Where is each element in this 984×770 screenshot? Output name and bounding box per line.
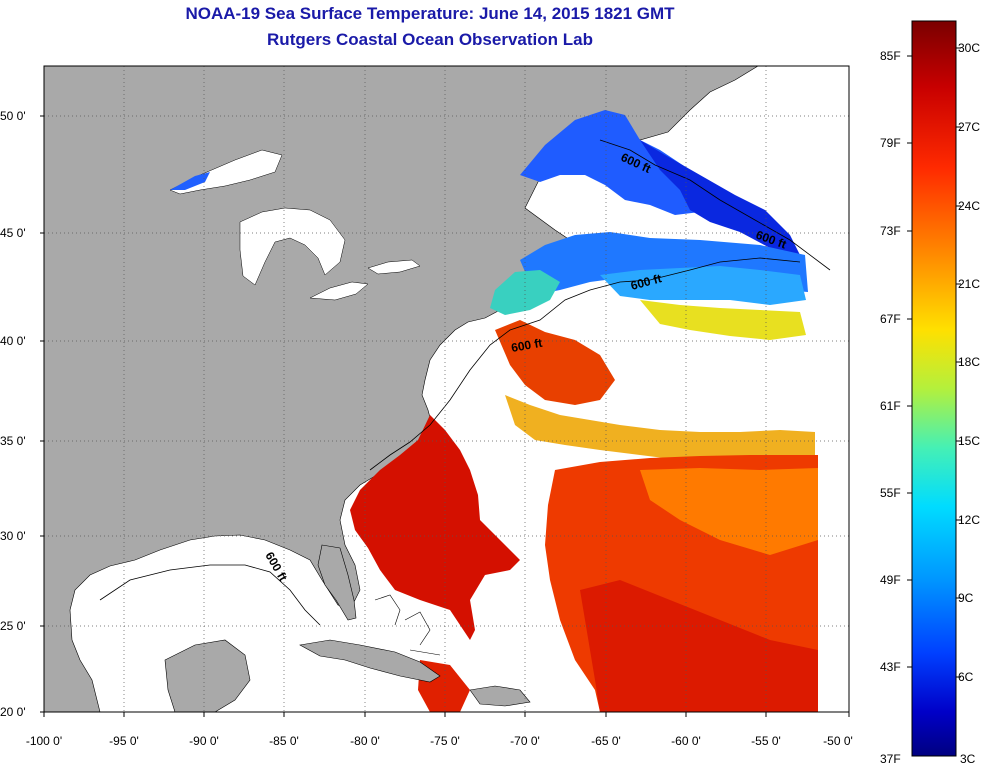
sst-grand-banks bbox=[640, 140, 800, 255]
lake-superior-cold bbox=[170, 172, 210, 190]
lon-label-55: -55 0' bbox=[751, 734, 781, 748]
sst-southeast-orange bbox=[640, 468, 818, 555]
colorbar-c-24: 24C bbox=[958, 199, 980, 213]
colorbar-f-61: 61F bbox=[880, 399, 901, 413]
lat-label-50: 50 0' bbox=[0, 109, 26, 123]
lon-label-65: -65 0' bbox=[591, 734, 621, 748]
colorbar bbox=[911, 20, 957, 757]
colorbar-f-73: 73F bbox=[880, 224, 901, 238]
colorbar-f-79: 79F bbox=[880, 136, 901, 150]
lat-label-40: 40 0' bbox=[0, 334, 26, 348]
sst-midatlantic-yellow bbox=[505, 395, 815, 470]
colorbar-c-3: 3C bbox=[960, 752, 976, 766]
sst-slope-yellow bbox=[640, 300, 806, 340]
colorbar-c-12: 12C bbox=[958, 513, 980, 527]
colorbar-ticks bbox=[907, 47, 961, 678]
lake-ontario bbox=[367, 259, 421, 275]
map-frame bbox=[43, 65, 850, 713]
lon-label-80: -80 0' bbox=[350, 734, 380, 748]
lon-label-100: -100 0' bbox=[26, 734, 62, 748]
map-subtitle: Rutgers Coastal Ocean Observation Lab bbox=[267, 30, 593, 49]
lon-label-70: -70 0' bbox=[510, 734, 540, 748]
lat-label-45: 45 0' bbox=[0, 226, 26, 240]
contour-label-4: 600 ft bbox=[510, 336, 543, 355]
colorbar-c-18: 18C bbox=[958, 355, 980, 369]
contour-600ft-gulf bbox=[99, 564, 321, 626]
axis-ticks bbox=[40, 115, 850, 717]
colorbar-c-27: 27C bbox=[958, 120, 980, 134]
map-layers bbox=[44, 66, 831, 712]
lon-label-75: -75 0' bbox=[430, 734, 460, 748]
colorbar-c-6: 6C bbox=[958, 670, 974, 684]
land-cuba bbox=[299, 639, 441, 683]
sst-south-warm-red bbox=[580, 580, 818, 712]
land-bahamas bbox=[374, 594, 441, 656]
sst-scotian-shelf-cool bbox=[600, 266, 806, 305]
land-yucatan bbox=[164, 639, 251, 712]
colorbar-f-37: 37F bbox=[880, 752, 901, 766]
colorbar-c-30: 30C bbox=[958, 41, 980, 55]
lon-label-90: -90 0' bbox=[189, 734, 219, 748]
lat-label-25: 25 0' bbox=[0, 619, 26, 633]
lon-label-95: -95 0' bbox=[109, 734, 139, 748]
colorbar-f-43: 43F bbox=[880, 660, 901, 674]
lat-label-30: 30 0' bbox=[0, 529, 26, 543]
sst-st-lawrence bbox=[520, 110, 710, 215]
colorbar-c-21: 21C bbox=[958, 277, 980, 291]
sst-gulf-maine bbox=[490, 270, 560, 315]
lat-label-20: 20 0' bbox=[0, 705, 26, 719]
sst-southeast-shelf bbox=[350, 415, 520, 640]
lake-erie bbox=[309, 281, 369, 301]
contour-600ft-north bbox=[599, 139, 831, 271]
colorbar-c-15: 15C bbox=[958, 434, 980, 448]
map-title: NOAA-19 Sea Surface Temperature: June 14… bbox=[185, 4, 675, 23]
colorbar-f-85: 85F bbox=[880, 49, 901, 63]
colorbar-c-9: 9C bbox=[958, 591, 974, 605]
land-florida bbox=[317, 544, 357, 621]
colorbar-f-55: 55F bbox=[880, 486, 901, 500]
colorbar-f-49: 49F bbox=[880, 573, 901, 587]
lat-label-35: 35 0' bbox=[0, 434, 26, 448]
lon-label-50: -50 0' bbox=[823, 734, 853, 748]
lon-label-60: -60 0' bbox=[671, 734, 701, 748]
contour-600ft-east bbox=[369, 257, 801, 471]
land-hispaniola bbox=[469, 685, 531, 707]
lake-michigan-huron bbox=[239, 207, 346, 286]
lon-label-85: -85 0' bbox=[269, 734, 299, 748]
colorbar-f-67: 67F bbox=[880, 312, 901, 326]
